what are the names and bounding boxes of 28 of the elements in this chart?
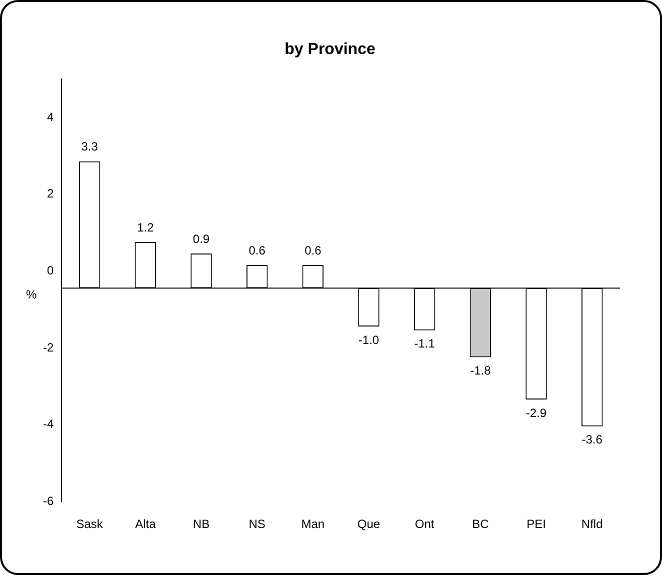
x-tick-label: Sask: [76, 517, 104, 532]
y-tick-label: -4: [43, 417, 54, 432]
y-tick-label: 0: [46, 264, 54, 278]
y-tick-label: 4: [46, 110, 54, 124]
data-label: -3.6: [582, 432, 603, 447]
data-label: -1.8: [470, 364, 492, 378]
x-tick-label: Alta: [135, 517, 156, 532]
y-tick-label: 2: [46, 186, 54, 201]
y-axis-title: %: [26, 287, 37, 302]
x-tick-label: NS: [248, 517, 266, 532]
chart-title: by Province: [284, 41, 376, 58]
data-label: 3.3: [81, 140, 98, 154]
x-tick-label: Man: [301, 517, 325, 532]
x-tick-label: NB: [192, 517, 210, 532]
x-tick-label: Ont: [414, 517, 435, 532]
x-tick-label: PEI: [526, 517, 546, 532]
data-label: -1.0: [358, 332, 380, 347]
y-tick-label: -2: [43, 340, 54, 354]
x-tick-label: BC: [472, 517, 490, 532]
data-label: -1.1: [414, 336, 436, 351]
x-tick-label: Nfld: [581, 517, 603, 532]
data-label: 0.6: [248, 243, 266, 258]
data-label: 1.2: [137, 220, 154, 234]
data-label: 0.9: [192, 232, 210, 246]
x-tick-label: Que: [357, 517, 380, 532]
data-label: -2.9: [526, 406, 547, 420]
y-tick-label: -6: [43, 494, 54, 508]
data-label: 0.6: [304, 243, 322, 258]
